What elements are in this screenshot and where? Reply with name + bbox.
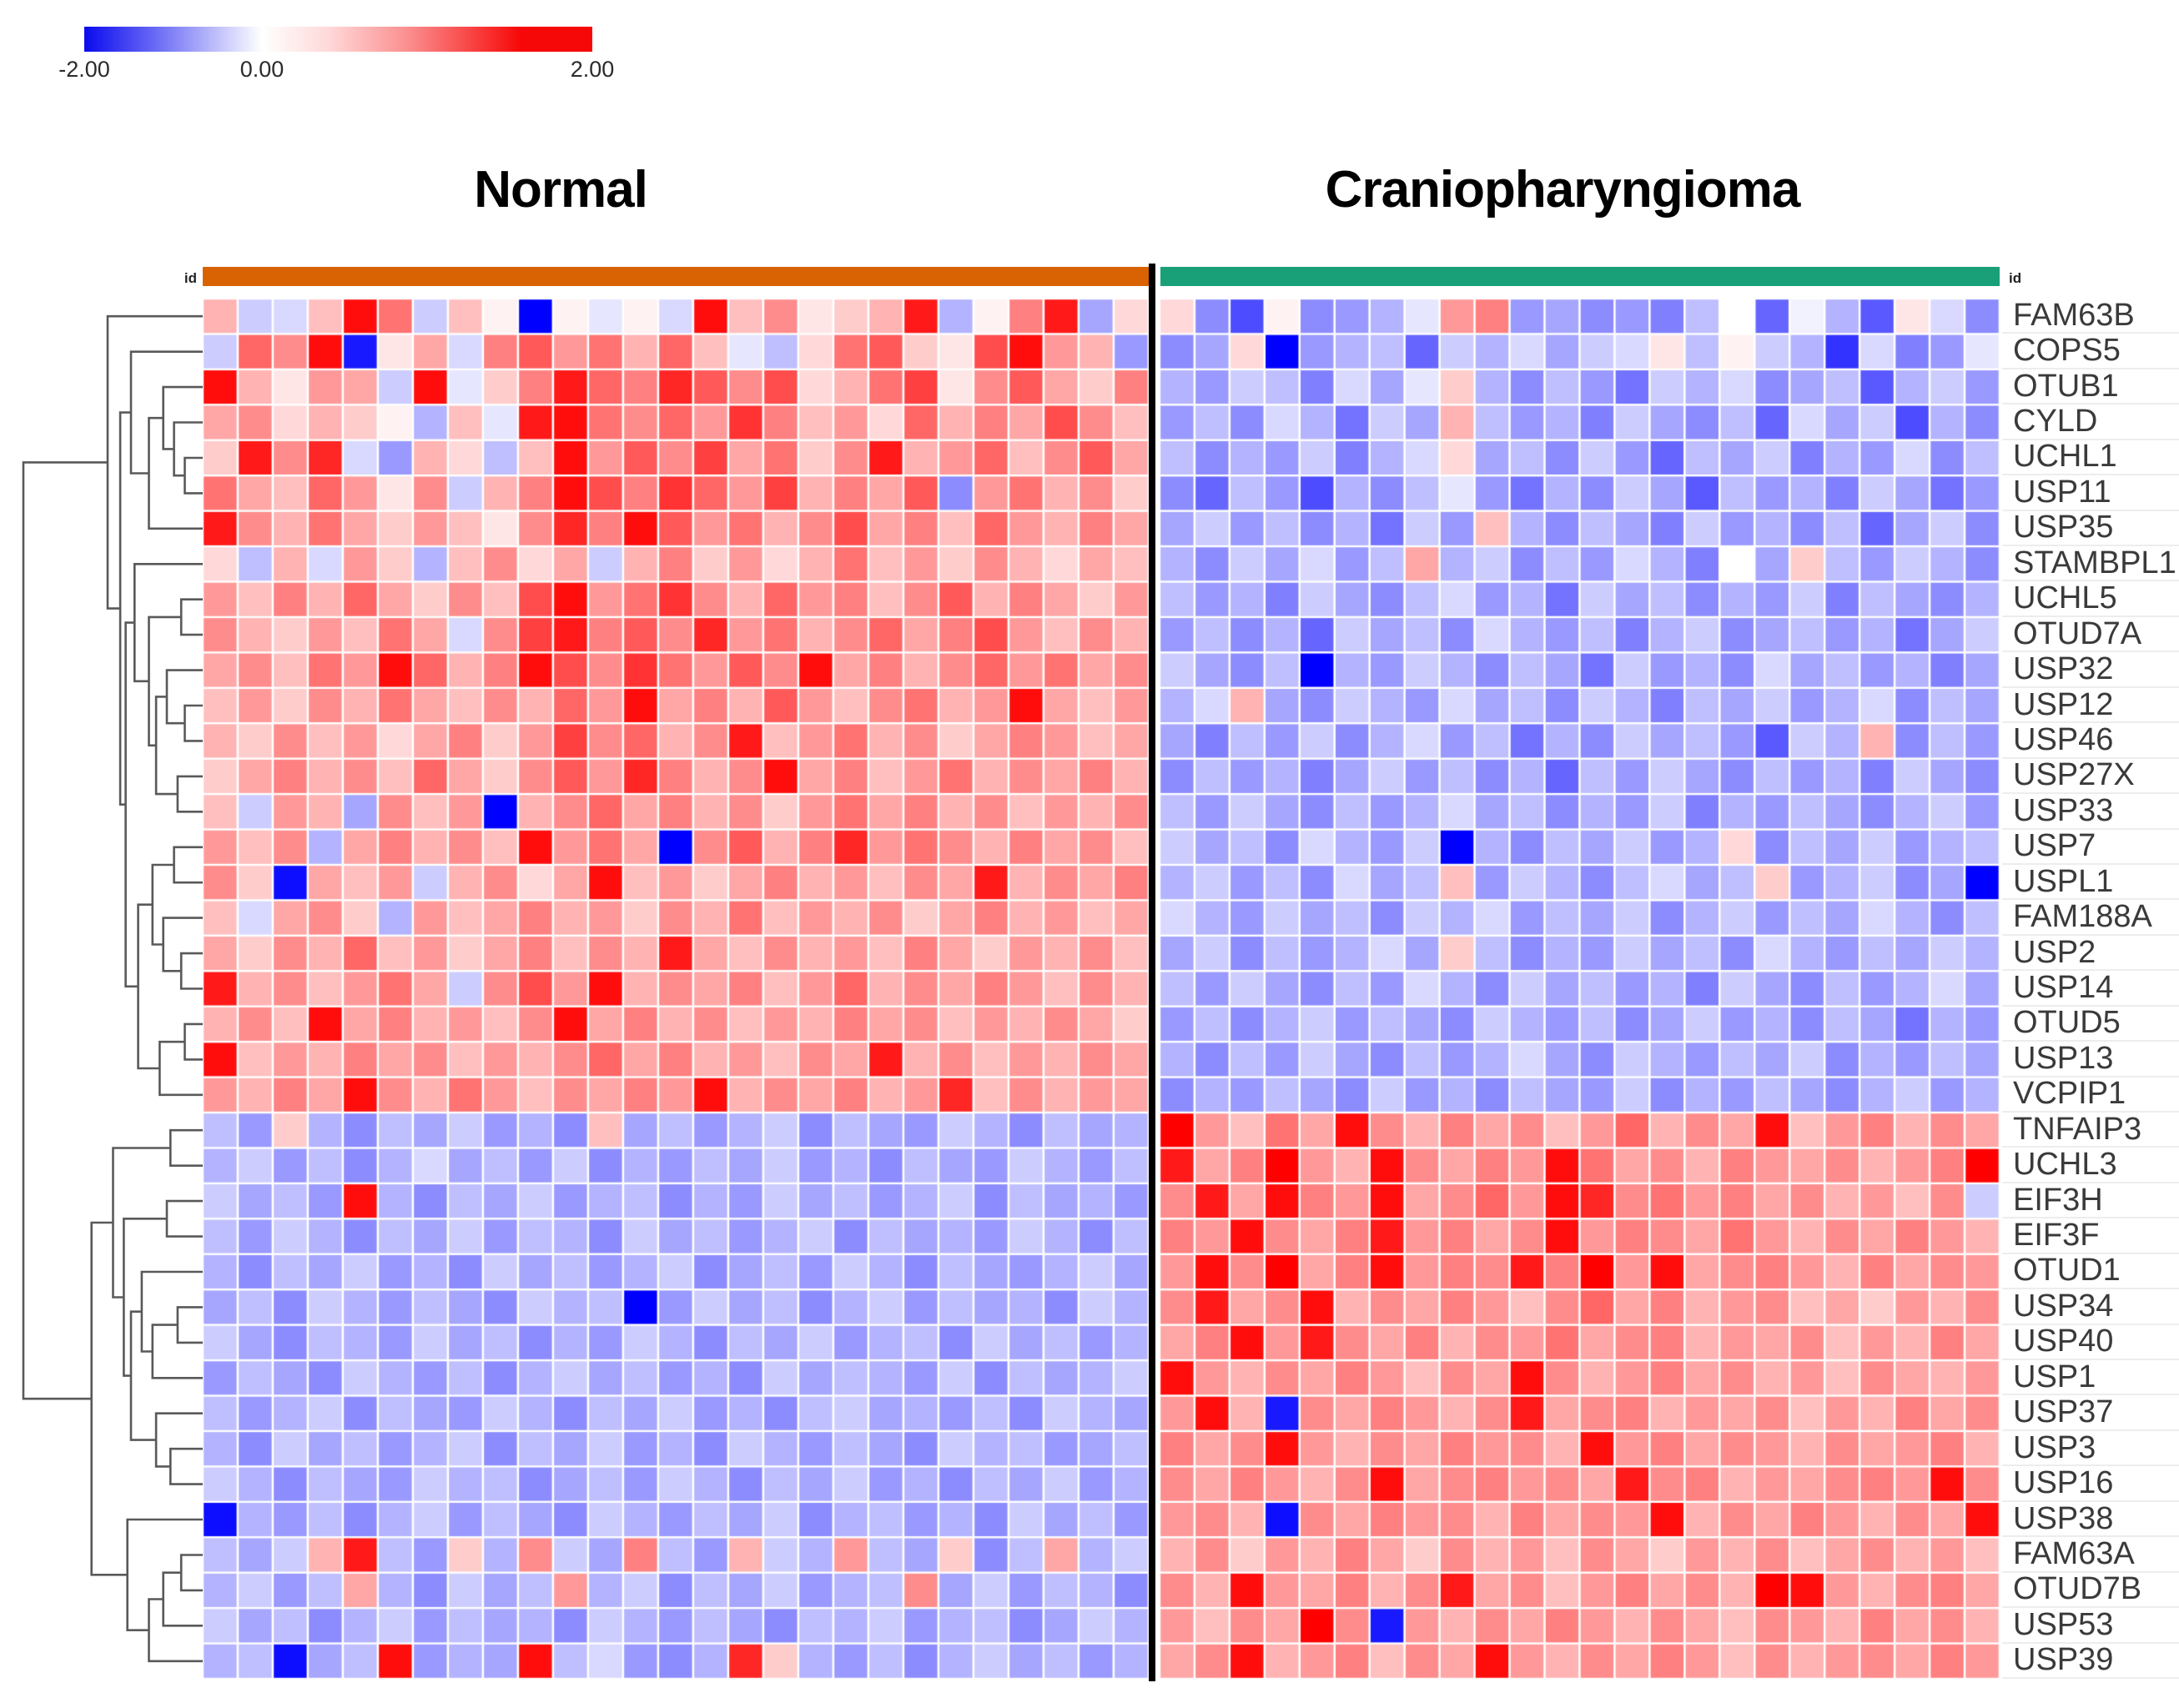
gene-label: USP39 — [2002, 1642, 2179, 1679]
gene-label: UCHL3 — [2002, 1147, 2179, 1183]
gene-label: USP13 — [2002, 1041, 2179, 1078]
gene-label: FAM63A — [2002, 1536, 2179, 1573]
color-scale-tick-max: 2.00 — [570, 57, 615, 82]
gene-label: OTUD1 — [2002, 1253, 2179, 1290]
gene-label: USP16 — [2002, 1465, 2179, 1502]
gene-label: USP1 — [2002, 1359, 2179, 1396]
gene-label: UCHL5 — [2002, 580, 2179, 617]
gene-label: USP32 — [2002, 651, 2179, 688]
group-title-normal: Normal — [474, 161, 648, 219]
gene-label: USP53 — [2002, 1607, 2179, 1644]
gene-label: EIF3H — [2002, 1183, 2179, 1219]
gene-label: STAMBPL1 — [2002, 545, 2179, 582]
id-annotation-label-left: id — [184, 270, 197, 286]
group-divider-line — [1149, 264, 1155, 1681]
id-annotation-label-right: id — [2009, 270, 2022, 286]
gene-label: USP27X — [2002, 757, 2179, 795]
gene-label: USPL1 — [2002, 864, 2179, 901]
gene-label: EIF3F — [2002, 1218, 2179, 1254]
gene-label: USP46 — [2002, 722, 2179, 759]
group-bar-craniopharyngioma — [1160, 267, 2000, 286]
gene-label: VCPIP1 — [2002, 1076, 2179, 1113]
gene-label: USP3 — [2002, 1430, 2179, 1467]
gene-label: OTUD7B — [2002, 1571, 2179, 1609]
gene-label: FAM63B — [2002, 298, 2179, 334]
group-title-craniopharyngioma: Craniopharyngioma — [1325, 161, 1801, 219]
gene-label: USP38 — [2002, 1501, 2179, 1538]
color-scale-tick-mid: 0.00 — [239, 57, 284, 82]
gene-label: OTUD5 — [2002, 1005, 2179, 1042]
gene-label: FAM188A — [2002, 899, 2179, 936]
gene-label: OTUB1 — [2002, 369, 2179, 405]
gene-label: USP14 — [2002, 970, 2179, 1007]
color-scale-gradient — [84, 27, 592, 52]
gene-label: USP11 — [2002, 475, 2179, 511]
gene-label: USP12 — [2002, 687, 2179, 724]
group-bar-normal — [203, 267, 1149, 286]
gene-label: USP33 — [2002, 793, 2179, 830]
gene-label: OTUD7A — [2002, 616, 2179, 653]
dendrogram-lines — [22, 314, 203, 1663]
heatmap-cells — [203, 299, 2000, 1679]
gene-label: USP37 — [2002, 1394, 2179, 1431]
color-scale-tick-min: -2.00 — [58, 57, 110, 82]
gene-label: COPS5 — [2002, 333, 2179, 369]
gene-label: USP40 — [2002, 1324, 2179, 1361]
gene-label: UCHL1 — [2002, 439, 2179, 476]
gene-label: CYLD — [2002, 404, 2179, 440]
gene-label: USP2 — [2002, 935, 2179, 972]
gene-label: TNFAIP3 — [2002, 1112, 2179, 1148]
gene-label: USP34 — [2002, 1289, 2179, 1325]
gene-label: USP7 — [2002, 828, 2179, 865]
gene-label: USP35 — [2002, 510, 2179, 547]
row-dendrogram — [22, 314, 203, 1663]
